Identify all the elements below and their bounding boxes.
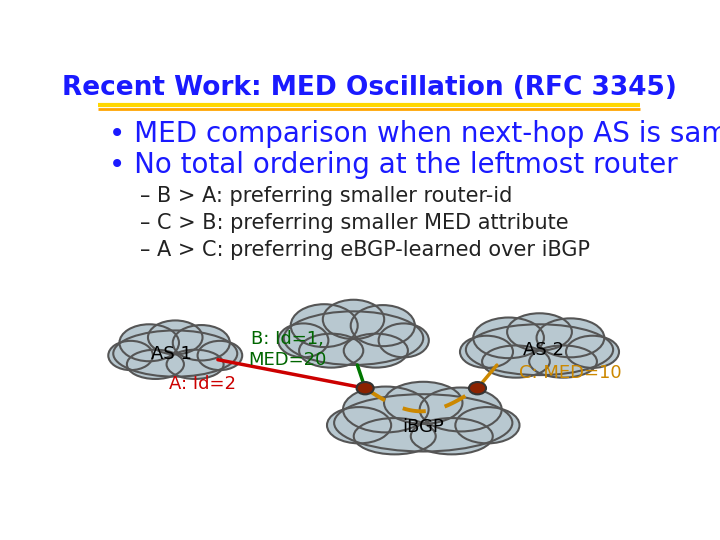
Ellipse shape [469, 382, 486, 394]
Ellipse shape [278, 323, 328, 357]
Ellipse shape [466, 325, 613, 375]
Ellipse shape [507, 313, 572, 350]
Ellipse shape [473, 318, 544, 358]
Ellipse shape [455, 407, 520, 443]
Ellipse shape [327, 407, 391, 443]
Ellipse shape [482, 346, 550, 377]
Text: • No total ordering at the leftmost router: • No total ordering at the leftmost rout… [109, 151, 678, 179]
Ellipse shape [411, 418, 492, 454]
Ellipse shape [284, 312, 423, 365]
Ellipse shape [323, 300, 384, 339]
Ellipse shape [351, 305, 415, 346]
Ellipse shape [299, 334, 364, 368]
Text: AS 1: AS 1 [151, 345, 192, 362]
Ellipse shape [356, 382, 374, 394]
Ellipse shape [173, 325, 230, 361]
Text: – C > B: preferring smaller MED attribute: – C > B: preferring smaller MED attribut… [140, 213, 569, 233]
Text: • MED comparison when next-hop AS is same: • MED comparison when next-hop AS is sam… [109, 120, 720, 148]
Ellipse shape [120, 325, 179, 361]
Text: A: Id=2: A: Id=2 [169, 375, 236, 393]
Ellipse shape [384, 382, 462, 424]
Text: C: MED=10: C: MED=10 [519, 364, 622, 382]
Ellipse shape [113, 330, 238, 377]
Ellipse shape [127, 350, 184, 379]
Ellipse shape [334, 394, 513, 451]
Text: B: Id=1,
MED=20: B: Id=1, MED=20 [248, 330, 327, 369]
Ellipse shape [291, 304, 358, 347]
Text: Recent Work: MED Oscillation (RFC 3345): Recent Work: MED Oscillation (RFC 3345) [62, 75, 676, 101]
Ellipse shape [460, 336, 513, 368]
Ellipse shape [566, 336, 619, 368]
Ellipse shape [197, 341, 242, 370]
Ellipse shape [108, 341, 153, 370]
Text: – A > C: preferring eBGP-learned over iBGP: – A > C: preferring eBGP-learned over iB… [140, 240, 590, 260]
Text: iBGP: iBGP [402, 418, 444, 436]
Ellipse shape [166, 350, 224, 379]
Text: – B > A: preferring smaller router-id: – B > A: preferring smaller router-id [140, 186, 513, 206]
Ellipse shape [354, 418, 436, 454]
Ellipse shape [420, 388, 502, 431]
Ellipse shape [343, 334, 408, 368]
Ellipse shape [536, 319, 604, 357]
Ellipse shape [529, 346, 597, 377]
Ellipse shape [379, 323, 429, 357]
Ellipse shape [148, 320, 202, 354]
Ellipse shape [343, 387, 428, 433]
Text: AS 2: AS 2 [523, 341, 564, 359]
